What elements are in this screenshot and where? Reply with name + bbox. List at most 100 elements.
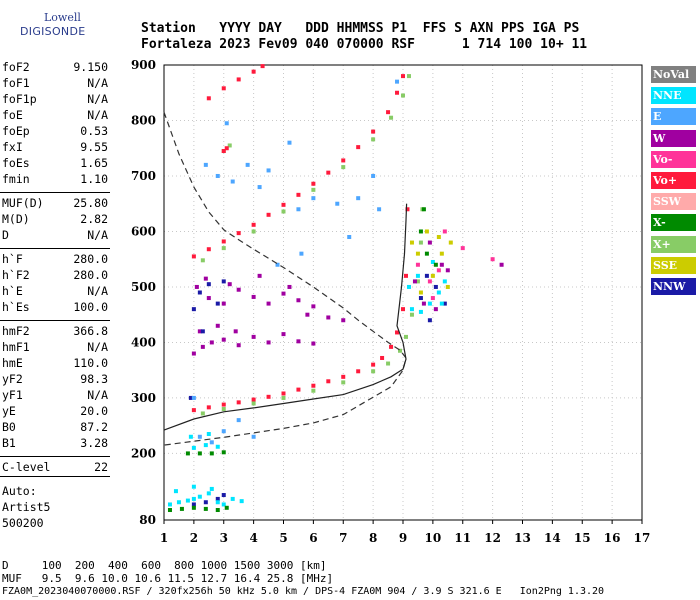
auto-artist: Artist5 — [2, 500, 51, 514]
echo-point — [251, 397, 256, 402]
echo-point — [203, 500, 208, 505]
y-tick-label: 300 — [131, 391, 156, 405]
echo-point — [221, 493, 226, 498]
param-value: 366.8 — [73, 324, 108, 338]
y-tick-label: 400 — [131, 335, 156, 349]
legend-item: NNW — [651, 278, 696, 295]
param-value: 0.53 — [80, 124, 108, 138]
echo-point — [191, 445, 196, 450]
echo-point — [430, 273, 435, 278]
echo-point — [191, 395, 196, 400]
y-tick-label: 80 — [139, 513, 156, 527]
echo-point — [386, 110, 391, 115]
echo-point — [296, 192, 301, 197]
echo-point — [427, 279, 432, 284]
echo-point — [251, 229, 256, 234]
x-tick-label: 12 — [484, 531, 501, 545]
echo-point — [347, 235, 352, 240]
param-value: N/A — [87, 284, 108, 298]
echo-point — [224, 505, 229, 510]
echo-point — [421, 207, 426, 212]
echo-point — [424, 273, 429, 278]
x-tick-label: 3 — [220, 531, 228, 545]
echo-point — [251, 401, 256, 406]
echo-point — [215, 500, 220, 505]
param-name: foF1p — [2, 92, 37, 106]
y-tick-label: 800 — [131, 113, 156, 127]
echo-point — [401, 93, 405, 98]
echo-point — [296, 339, 301, 344]
echo-point — [236, 343, 241, 348]
param-separator — [0, 476, 110, 477]
echo-point — [221, 407, 226, 412]
param-value: N/A — [87, 340, 108, 354]
echo-point — [490, 257, 495, 262]
param-value: 25.80 — [73, 196, 108, 210]
echo-point — [389, 115, 394, 120]
echo-point — [281, 291, 286, 296]
echo-point — [236, 77, 241, 82]
echo-point — [206, 96, 211, 101]
echo-point — [442, 229, 447, 234]
echo-point — [215, 173, 220, 178]
echo-point — [335, 201, 340, 206]
echo-point — [442, 279, 447, 284]
echo-point — [230, 496, 235, 501]
x-tick-label: 16 — [604, 531, 621, 545]
echo-point — [236, 400, 241, 405]
echo-point — [445, 268, 450, 273]
echo-point — [409, 240, 414, 245]
param-value: 110.0 — [73, 356, 108, 370]
echo-point — [215, 444, 220, 449]
param-value: 9.55 — [80, 140, 108, 154]
param-name: foEs — [2, 156, 30, 170]
echo-point — [251, 69, 256, 74]
param-value: 20.0 — [80, 404, 108, 418]
echo-point — [356, 145, 361, 150]
header-row1: Station YYYY DAY DDD HHMMSS P1 FFS S AXN… — [141, 21, 580, 36]
echo-point — [439, 262, 444, 267]
echo-point — [371, 173, 376, 178]
echo-point — [206, 491, 211, 496]
echo-point — [405, 207, 410, 212]
echo-point — [281, 332, 286, 337]
legend-item: SSW — [651, 193, 696, 211]
echo-point — [266, 301, 271, 306]
param-value: 98.3 — [80, 372, 108, 386]
echo-point — [257, 185, 262, 190]
echo-point — [191, 351, 196, 356]
param-name: yE — [2, 404, 16, 418]
param-name: h`F — [2, 252, 23, 266]
param-name: B1 — [2, 436, 16, 450]
param-name: hmF1 — [2, 340, 30, 354]
echo-point — [206, 282, 211, 287]
echo-point — [409, 312, 414, 317]
param-name: yF1 — [2, 388, 23, 402]
echo-point — [185, 451, 190, 456]
y-tick-label: 900 — [131, 58, 156, 72]
echo-point — [439, 251, 444, 256]
echo-point — [227, 282, 232, 287]
param-name: h`F2 — [2, 268, 30, 282]
echo-point — [221, 337, 226, 342]
echo-point — [191, 505, 196, 510]
echo-point — [418, 296, 423, 301]
echo-point — [236, 418, 241, 423]
echo-point — [445, 284, 450, 289]
logo-line2: DIGISONDE — [20, 25, 86, 38]
echo-point — [418, 229, 423, 234]
echo-point — [245, 162, 250, 167]
echo-point — [239, 499, 244, 504]
echo-point — [200, 344, 205, 349]
echo-point — [460, 246, 465, 251]
echo-point — [427, 301, 432, 306]
echo-point — [296, 298, 301, 303]
param-value: N/A — [87, 76, 108, 90]
echo-point — [326, 315, 331, 320]
param-name: fmin — [2, 172, 30, 186]
echo-point — [227, 143, 232, 148]
param-value: 1.65 — [80, 156, 108, 170]
echo-point — [341, 318, 346, 323]
echo-point — [206, 296, 211, 301]
echo-point — [418, 309, 423, 314]
